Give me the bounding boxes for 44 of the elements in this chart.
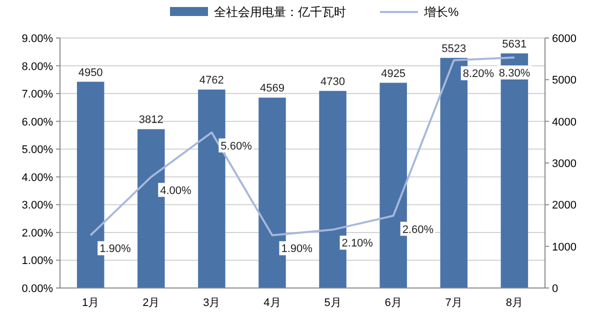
y2-tick-label: 1000 xyxy=(552,241,576,254)
data-label: 4925 xyxy=(381,68,406,80)
x-tick-label: 5月 xyxy=(324,297,342,309)
data-label: 1.90% xyxy=(281,243,313,256)
data-label: 4762 xyxy=(199,74,224,87)
x-tick-label: 1月 xyxy=(82,297,100,309)
data-label: 5631 xyxy=(502,38,527,50)
data-label: 2.60% xyxy=(402,224,434,236)
data-label: 8.20% xyxy=(462,68,494,80)
y-tick-label: 3.00% xyxy=(22,200,54,212)
y-tick-label: 1.00% xyxy=(22,255,54,268)
y-tick-label: 6.00% xyxy=(22,116,54,128)
x-tick-label: 2月 xyxy=(142,297,160,309)
y-tick-label: 7.00% xyxy=(22,88,54,101)
y-tick-label: 4.00% xyxy=(22,172,54,184)
y2-tick-label: 4000 xyxy=(552,116,576,128)
legend-label: 全社会用电量：亿千瓦时 xyxy=(214,5,346,19)
data-label: 4569 xyxy=(260,82,284,95)
bar xyxy=(500,53,528,288)
y-tick-label: 5.00% xyxy=(22,144,54,156)
data-label: 4950 xyxy=(78,66,103,79)
y2-tick-label: 0 xyxy=(552,283,558,295)
y2-tick-label: 3000 xyxy=(552,158,576,170)
y-tick-label: 9.00% xyxy=(22,33,54,45)
x-tick-label: 7月 xyxy=(445,297,462,309)
legend-label: 增长% xyxy=(423,5,459,19)
x-tick-label: 3月 xyxy=(203,297,220,309)
data-label: 5523 xyxy=(442,42,466,55)
y2-tick-label: 2000 xyxy=(552,200,576,212)
x-tick-label: 4月 xyxy=(264,297,281,309)
y-tick-label: 0.00% xyxy=(22,283,54,295)
data-label: 2.10% xyxy=(342,238,374,250)
y-tick-label: 8.00% xyxy=(22,60,54,73)
data-label: 3812 xyxy=(138,114,164,126)
y-tick-label: 2.00% xyxy=(22,227,54,240)
y2-tick-label: 6000 xyxy=(552,33,576,45)
data-label: 4.00% xyxy=(160,184,192,197)
data-label: 8.30% xyxy=(498,67,530,80)
x-tick-label: 8月 xyxy=(506,297,523,309)
y2-tick-label: 5000 xyxy=(552,74,576,87)
data-label: 4730 xyxy=(320,76,346,88)
x-tick-label: 6月 xyxy=(384,297,402,309)
data-label: 5.60% xyxy=(220,140,252,152)
data-label: 1.90% xyxy=(100,243,131,256)
